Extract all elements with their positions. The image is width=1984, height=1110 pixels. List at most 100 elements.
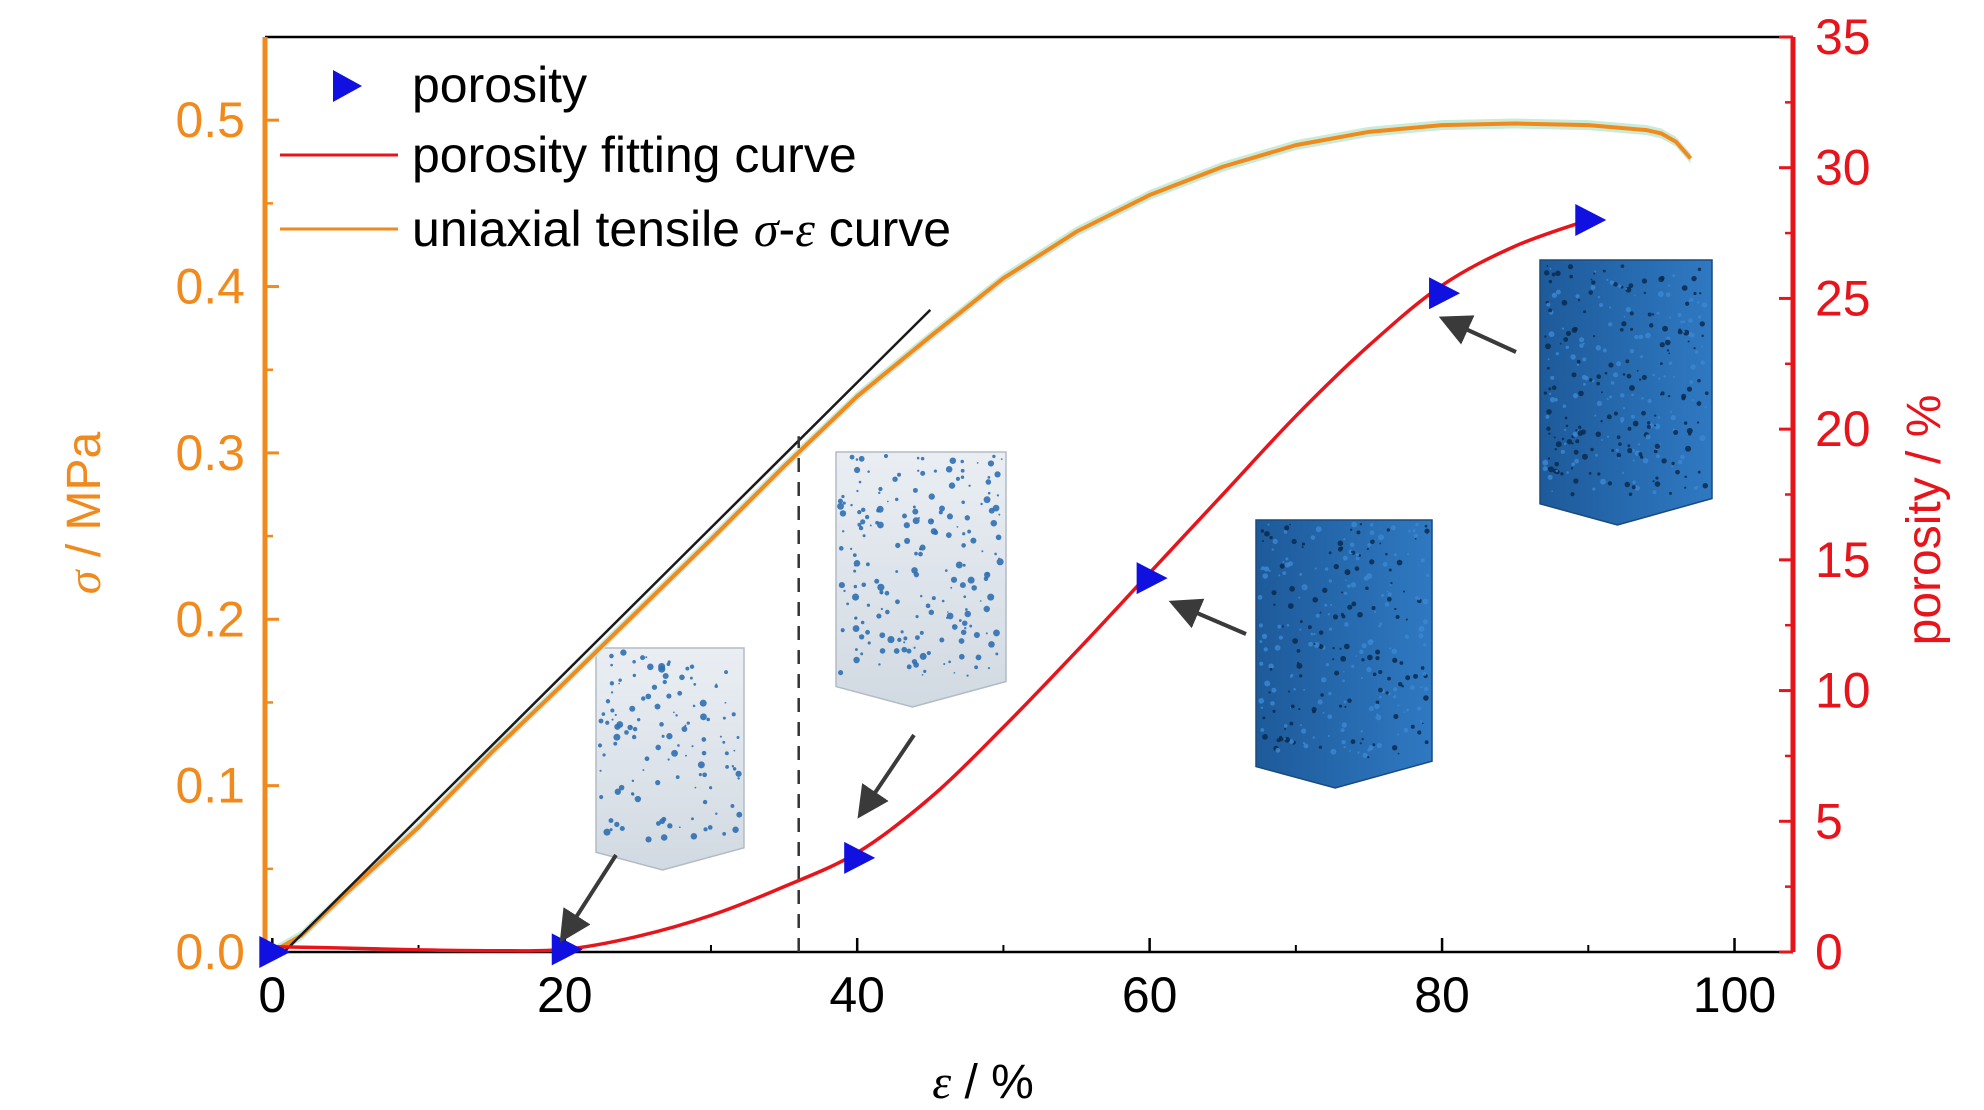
inset-pore — [1289, 585, 1295, 592]
inset-pore — [1577, 298, 1581, 302]
inset-pore — [852, 553, 857, 557]
inset-pore — [1290, 674, 1293, 678]
inset-pore — [1350, 528, 1353, 531]
inset-pore — [724, 751, 729, 756]
inset-pore — [1627, 426, 1632, 431]
inset-pore — [660, 834, 668, 841]
inset-pore — [1290, 704, 1295, 709]
inset-pore — [1553, 436, 1556, 439]
pointer-arrow — [1438, 315, 1517, 354]
inset-pore — [966, 674, 969, 677]
inset-pore — [698, 773, 702, 777]
inset-pore — [1702, 482, 1708, 489]
inset-pore — [1656, 311, 1660, 315]
inset-pore — [1566, 471, 1569, 474]
inset-pore — [1609, 280, 1614, 285]
inset-pore — [1327, 613, 1331, 616]
inset-pore — [1328, 691, 1332, 696]
legend-label-fitting: porosity fitting curve — [412, 127, 857, 183]
inset-pore — [1312, 596, 1319, 603]
inset-pore — [939, 505, 945, 512]
inset-pore — [1621, 321, 1627, 327]
inset-pore — [1415, 522, 1419, 527]
inset-pore — [701, 750, 707, 756]
inset-pore — [1272, 709, 1276, 713]
inset-pore — [1694, 350, 1699, 354]
inset-pore — [1344, 622, 1349, 627]
inset-pore — [1637, 443, 1641, 446]
inset-volume-outline — [835, 451, 1007, 708]
inset-pore — [1579, 337, 1585, 343]
inset-pore — [1271, 687, 1277, 693]
inset-pore — [1281, 625, 1284, 628]
inset-pore — [953, 672, 956, 674]
inset-pore — [732, 826, 739, 833]
inset-pore — [950, 586, 953, 589]
inset-pore — [1555, 270, 1561, 277]
inset-pore — [1565, 424, 1569, 428]
inset-pore — [994, 471, 1001, 478]
inset-pore — [1594, 414, 1597, 417]
inset-pore — [1325, 662, 1330, 667]
inset-pore — [1393, 553, 1397, 557]
inset-pore — [1600, 420, 1603, 423]
inset-pore — [915, 615, 919, 619]
inset-pore — [645, 693, 652, 700]
inset-pore — [1301, 728, 1307, 734]
inset-pore — [988, 641, 995, 648]
inset-pore — [1595, 431, 1602, 438]
inset-pore — [1271, 590, 1277, 596]
legend-label-porosity: porosity — [412, 57, 587, 113]
inset-pore — [1328, 551, 1332, 555]
inset-pore — [1582, 342, 1585, 345]
inset-pore — [715, 812, 718, 815]
inset-pore — [632, 673, 637, 678]
inset-pore — [1696, 301, 1700, 304]
inset-pore — [1262, 716, 1266, 720]
inset-pore — [1675, 469, 1680, 475]
inset-pore — [996, 558, 1004, 566]
inset-pore — [1697, 315, 1702, 319]
inset-pore — [1620, 419, 1624, 423]
inset-pore — [1624, 481, 1631, 488]
inset-pore — [841, 630, 844, 633]
inset-pore — [983, 605, 990, 613]
inset-pore — [916, 456, 920, 460]
inset-pore — [837, 498, 844, 504]
y-left-tick-label: 0.0 — [175, 924, 245, 980]
inset-pore — [1667, 284, 1671, 287]
inset-pore — [995, 652, 999, 656]
inset-pore — [1412, 529, 1416, 533]
inset-pore — [926, 650, 931, 656]
inset-pore — [964, 610, 972, 618]
inset-pore — [1379, 695, 1382, 699]
inset-pore — [685, 666, 690, 671]
inset-pore — [903, 522, 910, 529]
inset-pore — [969, 624, 973, 628]
inset-pore — [1315, 526, 1322, 533]
inset-pore — [1387, 676, 1391, 681]
inset-pore — [1286, 623, 1290, 627]
porosity-point — [1429, 277, 1461, 310]
inset-pore — [1414, 537, 1417, 540]
arrows — [559, 315, 1517, 943]
inset-pore — [1372, 743, 1376, 747]
inset-pore — [949, 457, 957, 465]
inset-pore — [1689, 380, 1694, 384]
inset-pore — [869, 524, 872, 527]
inset-pore — [1420, 558, 1425, 563]
inset-pore — [1615, 448, 1619, 452]
inset-pore — [624, 730, 629, 735]
inset-pore — [1269, 667, 1273, 671]
inset-pore — [1596, 381, 1601, 386]
inset-pore — [1618, 284, 1622, 288]
inset-pore — [1548, 432, 1551, 435]
inset-pore — [1654, 414, 1657, 417]
inset-pore — [1547, 358, 1550, 361]
inset-pore — [1268, 663, 1274, 669]
legend-tensile-dash: - — [779, 201, 796, 257]
ct-volume-20 — [595, 647, 745, 871]
inset-pore — [919, 544, 926, 551]
inset-pore — [1332, 658, 1335, 661]
inset-pore — [930, 528, 938, 535]
